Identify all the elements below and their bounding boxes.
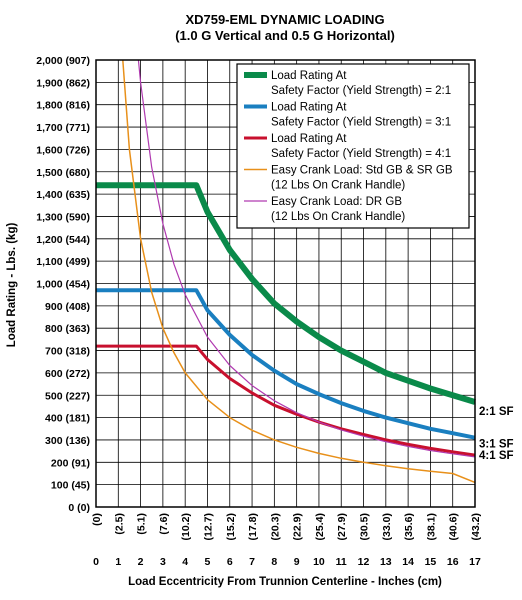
x-tick-label: 1 — [115, 556, 121, 568]
x-axis-label: Load Eccentricity From Trunnion Centerli… — [128, 576, 442, 588]
x-tick-label: 17 — [469, 556, 481, 568]
legend-entry-label: Safety Factor (Yield Strength) = 3:1 — [271, 117, 451, 129]
y-tick-label: 1,800 (816) — [36, 100, 90, 112]
series-lines — [96, 59, 476, 484]
y-tick-label: 100 (45) — [51, 480, 90, 492]
legend-entry-label: Safety Factor (Yield Strength) = 2:1 — [271, 85, 451, 97]
x-tick-label-cm: (15.2) — [225, 513, 237, 540]
x-axis-ticks: (0) 0 (2.5) 1 (5.1) 2 (7.6) 3 (10.2) 4 (12.7) 5 (15.… — [91, 513, 482, 568]
x-tick-label-cm: (35.6) — [403, 513, 415, 540]
chart-title: XD759-EML DYNAMIC LOADING — [185, 12, 384, 27]
legend-entry-label: Load Rating At — [271, 102, 347, 114]
chart-subtitle: (1.0 G Vertical and 0.5 G Horizontal) — [175, 28, 395, 43]
safety-factor-label: 4:1 SF — [479, 450, 514, 462]
y-tick-label: 1,500 (680) — [36, 167, 90, 179]
y-tick-label: 600 (272) — [45, 368, 90, 380]
y-axis-label: Load Rating - Lbs. (kg) — [6, 223, 18, 348]
y-tick-label: 1,600 (726) — [36, 144, 90, 156]
y-tick-label: 1,900 (862) — [36, 77, 90, 89]
x-tick-label-cm: (43.2) — [470, 513, 482, 540]
x-tick-label: 3 — [160, 556, 166, 568]
x-tick-label-cm: (22.9) — [292, 513, 304, 540]
x-tick-label-cm: (5.1) — [136, 513, 148, 535]
legend-entry-label: (12 Lbs On Crank Handle) — [271, 180, 405, 192]
plot-frame — [95, 59, 476, 508]
y-tick-label: 800 (363) — [45, 323, 90, 335]
x-tick-label: 6 — [227, 556, 233, 568]
x-tick-label: 7 — [249, 556, 255, 568]
x-tick-label: 0 — [93, 556, 99, 568]
legend-entry-label: Load Rating At — [271, 70, 347, 82]
y-axis-ticks: 0 (0) 100 (45) 200 (91) 300 (136) 400 (181) 5… — [36, 55, 90, 514]
x-tick-label-cm: (10.2) — [180, 513, 192, 540]
series-line — [122, 59, 476, 484]
x-tick-label: 12 — [358, 556, 370, 568]
safety-factor-label: 2:1 SF — [479, 406, 514, 418]
x-tick-label-cm: (38.1) — [425, 513, 437, 540]
x-tick-label-cm: (25.4) — [314, 513, 326, 540]
x-tick-label: 5 — [205, 556, 211, 568]
x-tick-label: 9 — [294, 556, 300, 568]
y-tick-label: 0 (0) — [68, 502, 90, 514]
x-tick-label-cm: (0) — [91, 513, 103, 526]
safety-factor-label: 3:1 SF — [479, 439, 514, 451]
y-tick-label: 1,100 (499) — [36, 256, 90, 268]
y-tick-label: 500 (227) — [45, 390, 90, 402]
series-line — [137, 59, 476, 458]
x-tick-label-cm: (2.5) — [113, 513, 125, 535]
x-tick-label-cm: (27.9) — [336, 513, 348, 540]
series-line — [96, 182, 476, 405]
legend-entry-label: Easy Crank Load: DR GB — [271, 196, 402, 208]
x-tick-label-cm: (12.7) — [202, 513, 214, 540]
y-tick-label: 200 (91) — [51, 457, 90, 469]
x-tick-label-cm: (30.5) — [359, 513, 371, 540]
y-tick-label: 1,000 (454) — [36, 279, 90, 291]
x-tick-label: 16 — [447, 556, 459, 568]
x-tick-label-cm: (7.6) — [158, 513, 170, 535]
legend-entry-label: Safety Factor (Yield Strength) = 4:1 — [271, 148, 451, 160]
x-tick-label: 13 — [380, 556, 392, 568]
x-tick-label-cm: (40.6) — [448, 513, 460, 540]
y-tick-label: 900 (408) — [45, 301, 90, 313]
x-tick-label: 4 — [182, 556, 188, 568]
x-tick-label-cm: (17.8) — [247, 513, 259, 540]
y-tick-label: 1,400 (635) — [36, 189, 90, 201]
series-line — [96, 344, 476, 457]
legend: Load Rating At Safety Factor (Yield Stren… — [236, 63, 470, 229]
y-tick-label: 1,300 (590) — [36, 211, 90, 223]
y-tick-label: 1,200 (544) — [36, 234, 90, 246]
x-tick-label: 8 — [271, 556, 277, 568]
y-tick-label: 1,700 (771) — [36, 122, 90, 134]
y-tick-label: 700 (318) — [45, 346, 90, 358]
y-tick-label: 2,000 (907) — [36, 55, 90, 67]
y-tick-label: 300 (136) — [45, 435, 90, 447]
x-tick-label: 14 — [402, 556, 414, 568]
legend-box — [236, 63, 470, 229]
safety-factor-labels: 2:1 SF 3:1 SF4:1 SF — [479, 406, 514, 462]
legend-entry-label: (12 Lbs On Crank Handle) — [271, 211, 405, 223]
x-tick-label: 2 — [138, 556, 144, 568]
y-tick-label: 400 (181) — [45, 413, 90, 425]
x-tick-label-cm: (20.3) — [269, 513, 281, 540]
x-tick-label: 11 — [336, 556, 347, 568]
series-line — [96, 288, 476, 440]
x-tick-label-cm: (33.0) — [381, 513, 393, 540]
x-tick-label: 10 — [313, 556, 325, 568]
x-tick-label: 15 — [425, 556, 437, 568]
legend-entry-label: Easy Crank Load: Std GB & SR GB — [271, 165, 453, 177]
legend-entry-label: Load Rating At — [271, 133, 347, 145]
